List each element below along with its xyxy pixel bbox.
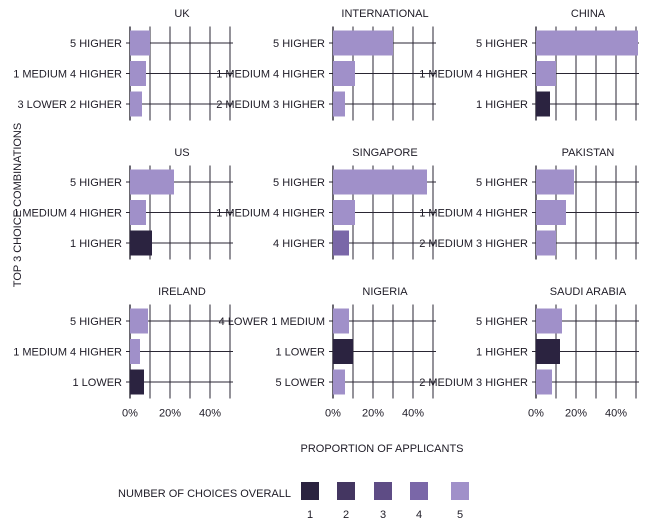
category-label: 2 MEDIUM 3 HIGHER (419, 238, 528, 250)
bar (130, 30, 150, 56)
panel-title: SAUDI ARABIA (550, 286, 627, 298)
x-tick-label: 40% (199, 408, 221, 420)
panel-title: INTERNATIONAL (341, 8, 428, 20)
category-label: 1 LOWER (275, 347, 325, 359)
legend-swatch-2 (337, 482, 355, 500)
legend-label: 5 (457, 509, 463, 521)
category-label: 5 HIGHER (476, 177, 528, 189)
panel-title: UK (174, 8, 190, 20)
category-label: 4 LOWER 1 MEDIUM (219, 316, 325, 328)
legend-swatch-1 (301, 482, 319, 500)
category-label: 5 HIGHER (273, 38, 325, 50)
category-label: 1 MEDIUM 4 HIGHER (13, 347, 122, 359)
panel-title: IRELAND (158, 286, 206, 298)
legend-label: 3 (380, 509, 386, 521)
bar (130, 230, 152, 256)
bar (536, 91, 550, 117)
category-label: 5 HIGHER (70, 38, 122, 50)
bar (333, 339, 353, 364)
bar (333, 61, 355, 86)
bar (130, 308, 148, 334)
chart-panels: UK 5 HIGHER 1 MEDIUM 4 HIGHER 3 LOWER 2 HIG… (13, 8, 639, 420)
bar (130, 91, 142, 117)
bar (333, 308, 349, 334)
panel-title: SINGAPORE (352, 147, 417, 159)
bar (536, 30, 638, 56)
x-tick-label: 20% (159, 408, 181, 420)
category-label: 2 MEDIUM 3 HIGHER (419, 377, 528, 389)
category-label: 1 MEDIUM 4 HIGHER (419, 208, 528, 220)
bar (130, 169, 174, 195)
panel-uk: UK 5 HIGHER 1 MEDIUM 4 HIGHER 3 LOWER 2 HIG… (13, 8, 233, 121)
category-label: 5 HIGHER (70, 177, 122, 189)
category-label: 1 HIGHER (476, 347, 528, 359)
bar (333, 369, 345, 395)
legend-label: 1 (307, 509, 313, 521)
legend-label: 2 (343, 509, 349, 521)
category-label: 5 LOWER (275, 377, 325, 389)
y-axis-title: TOP 3 CHOICE COMBINATIONS (12, 123, 24, 287)
legend-swatch-3 (374, 482, 392, 500)
x-tick-label: 0% (122, 408, 138, 420)
bar (536, 61, 556, 86)
bar (130, 61, 146, 86)
x-tick-label: 0% (528, 408, 544, 420)
x-axis-title: PROPORTION OF APPLICANTS (301, 443, 464, 455)
bar (130, 369, 144, 395)
panel-nigeria: NIGERIA 4 LOWER 1 MEDIUM 1 LOWER 5 LOWER 0% 2… (219, 286, 436, 420)
x-tick-label: 0% (325, 408, 341, 420)
legend: NUMBER OF CHOICES OVERALL 1 2 3 4 5 (118, 482, 469, 521)
bar (130, 200, 146, 225)
panel-ireland: IRELAND 5 HIGHER 1 MEDIUM 4 HIGHER 1 LOWER 0… (13, 286, 233, 420)
bar (536, 308, 562, 334)
panel-title: NIGERIA (362, 286, 408, 298)
x-tick-label: 20% (565, 408, 587, 420)
category-label: 1 MEDIUM 4 HIGHER (216, 208, 325, 220)
bar (130, 339, 140, 364)
category-label: 5 HIGHER (476, 316, 528, 328)
category-label: 1 HIGHER (476, 99, 528, 111)
panel-title: CHINA (571, 8, 606, 20)
category-label: 5 HIGHER (273, 177, 325, 189)
x-tick-label: 40% (402, 408, 424, 420)
panel-china: CHINA 5 HIGHER 1 MEDIUM 4 HIGHER 1 HIGHER (419, 8, 639, 121)
bar (536, 230, 556, 256)
category-label: 1 MEDIUM 4 HIGHER (13, 69, 122, 81)
panel-singapore: SINGAPORE 5 HIGHER 1 MEDIUM 4 HIGHER 4 HIGH… (216, 147, 436, 260)
category-label: 2 MEDIUM 3 HIGHER (216, 99, 325, 111)
x-tick-label: 20% (362, 408, 384, 420)
category-label: 3 LOWER 2 HIGHER (17, 99, 122, 111)
legend-swatch-5 (451, 482, 469, 500)
legend-label: 4 (416, 509, 422, 521)
panel-pakistan: PAKISTAN 5 HIGHER 1 MEDIUM 4 HIGHER 2 MEDIU… (419, 147, 639, 260)
bar (333, 30, 393, 56)
bar (536, 200, 566, 225)
panel-saudi-arabia: SAUDI ARABIA 5 HIGHER 1 HIGHER 2 MEDIUM 3 H… (419, 286, 639, 420)
category-label: 5 HIGHER (70, 316, 122, 328)
bar (536, 339, 560, 364)
panel-title: PAKISTAN (562, 147, 615, 159)
category-label: 1 LOWER (72, 377, 122, 389)
bar (333, 169, 427, 195)
category-label: 1 HIGHER (70, 238, 122, 250)
category-label: 1 MEDIUM 4 HIGHER (419, 69, 528, 81)
legend-title: NUMBER OF CHOICES OVERALL (118, 488, 291, 500)
bar (536, 369, 552, 395)
legend-swatch-4 (410, 482, 428, 500)
bar (333, 200, 355, 225)
category-label: 4 HIGHER (273, 238, 325, 250)
category-label: 5 HIGHER (476, 38, 528, 50)
bar (333, 91, 345, 117)
panel-title: US (174, 147, 189, 159)
category-label: 1 MEDIUM 4 HIGHER (216, 69, 325, 81)
panel-international: INTERNATIONAL 5 HIGHER 1 MEDIUM 4 HIGHER 2 … (216, 8, 436, 121)
panel-us: US 5 HIGHER 1 MEDIUM 4 HIGHER 1 HIGHER (13, 147, 233, 260)
bar (333, 230, 349, 256)
bar (536, 169, 574, 195)
category-label: 1 MEDIUM 4 HIGHER (13, 208, 122, 220)
x-tick-label: 40% (605, 408, 627, 420)
